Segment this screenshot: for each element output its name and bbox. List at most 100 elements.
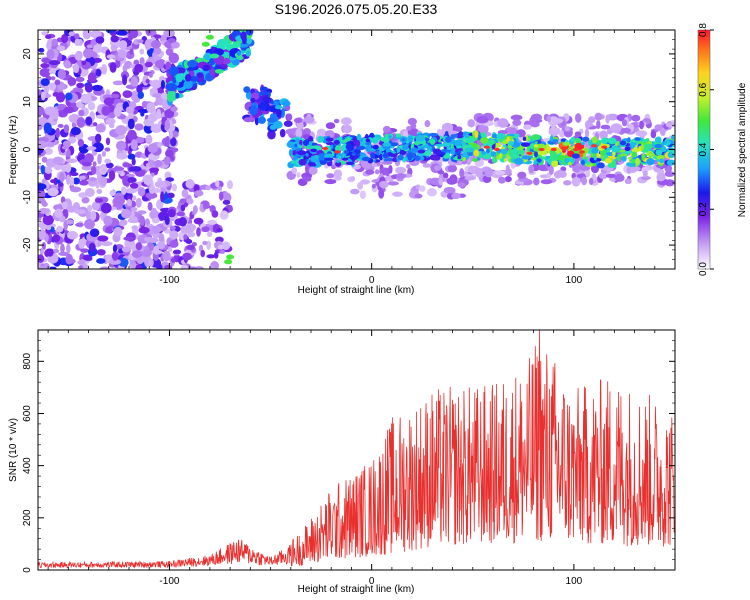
heatmap-cell	[101, 150, 106, 157]
heatmap-cell	[592, 162, 597, 167]
heatmap-cell	[258, 101, 268, 111]
heatmap-cell	[455, 148, 459, 153]
heatmap-cell	[464, 138, 475, 143]
heatmap-peak	[226, 254, 235, 260]
x-tick-label: -100	[159, 576, 179, 587]
heatmap-cell	[528, 164, 535, 174]
heatmap-cell	[286, 113, 293, 121]
heatmap-cell	[112, 244, 118, 253]
heatmap-cell	[38, 123, 43, 131]
heatmap-cell	[295, 128, 303, 138]
x-tick-label: -100	[159, 275, 179, 286]
heatmap-cell	[383, 158, 388, 162]
heatmap-cell	[607, 137, 617, 145]
heatmap-cell	[285, 128, 297, 135]
heatmap-cell	[463, 144, 473, 148]
heatmap-cell	[640, 143, 645, 151]
heatmap-cell	[414, 193, 423, 199]
heatmap-cell	[360, 179, 371, 185]
heatmap-cell	[307, 161, 316, 167]
heatmap-cell	[63, 124, 70, 133]
heatmap-cell	[78, 265, 83, 269]
heatmap-cell	[571, 153, 580, 159]
heatmap-cell	[168, 66, 179, 76]
heatmap-cell	[106, 30, 115, 34]
heatmap-cell	[508, 140, 514, 146]
heatmap-cell	[631, 151, 638, 158]
heatmap-cell	[654, 143, 663, 149]
heatmap-cell	[254, 116, 259, 126]
heatmap-cell	[52, 248, 60, 254]
heatmap-cell	[259, 86, 268, 91]
heatmap-cell	[611, 145, 621, 153]
heatmap-cell	[66, 148, 71, 158]
colorbar-ticks: 0.0 0.2 0.4 0.6 0.8	[698, 23, 714, 276]
heatmap-peak	[572, 147, 579, 152]
heatmap-cell	[596, 162, 605, 169]
heatmap-cell	[131, 157, 136, 166]
heatmap-cell	[121, 186, 127, 196]
heatmap-cell	[90, 165, 97, 175]
heatmap-cell	[217, 38, 229, 48]
heatmap-cell	[208, 58, 216, 66]
heatmap-cell	[82, 48, 94, 59]
heatmap-cell	[168, 52, 180, 64]
heatmap-cell	[599, 130, 608, 140]
heatmap-cell	[156, 108, 162, 120]
heatmap-cell	[105, 137, 111, 146]
x-tick-label: 100	[566, 576, 583, 587]
heatmap-cell	[84, 187, 95, 197]
heatmap-cell	[495, 170, 507, 176]
heatmap-cell	[40, 164, 45, 175]
heatmap-cell	[135, 197, 142, 208]
heatmap-cell	[41, 156, 48, 163]
heatmap-cell	[295, 138, 300, 144]
heatmap-cell	[624, 146, 631, 152]
heatmap-cell	[39, 247, 44, 256]
heatmap-cell	[47, 187, 59, 197]
y-tick-label: 600	[22, 405, 33, 422]
heatmap-cell	[105, 226, 113, 234]
heatmap-cell	[147, 143, 159, 154]
heatmap-cell	[396, 173, 407, 179]
heatmap-cell	[314, 155, 319, 159]
spectrogram-heatmap	[38, 30, 675, 269]
heatmap-cell	[97, 240, 102, 247]
heatmap-cell	[333, 139, 340, 145]
heatmap-cell	[119, 219, 128, 226]
heatmap-cell	[213, 251, 219, 259]
heatmap-cell	[77, 139, 85, 147]
heatmap-cell	[476, 115, 489, 124]
heatmap-cell	[471, 158, 479, 162]
heatmap-cell	[147, 237, 159, 243]
heatmap-cell	[643, 143, 653, 150]
heatmap-cell	[80, 248, 89, 253]
snr-frame	[37, 329, 676, 571]
heatmap-cell	[671, 134, 675, 140]
heatmap-cell	[665, 122, 675, 128]
heatmap-cell	[274, 105, 283, 110]
heatmap-cell	[59, 171, 65, 183]
heatmap-cell	[509, 154, 517, 159]
heatmap-cell	[183, 80, 193, 89]
heatmap-cell	[185, 179, 195, 189]
heatmap-cell	[75, 101, 85, 109]
heatmap-cell	[170, 41, 180, 49]
heatmap-cell	[356, 133, 362, 141]
heatmap-cell	[350, 188, 360, 195]
heatmap-cell	[563, 180, 572, 186]
heatmap-cell	[151, 217, 160, 224]
heatmap-cell	[521, 155, 531, 160]
heatmap-cell	[165, 149, 174, 158]
heatmap-cell	[459, 168, 465, 178]
heatmap-cell	[54, 79, 61, 86]
heatmap-cell	[395, 133, 402, 138]
y-tick-label: 10	[22, 96, 33, 108]
heatmap-cell	[509, 136, 514, 140]
heatmap-cell	[91, 84, 103, 92]
heatmap-cell	[76, 116, 86, 128]
heatmap-cell	[72, 201, 81, 212]
heatmap-cell	[148, 258, 154, 267]
heatmap-cell	[154, 58, 167, 69]
